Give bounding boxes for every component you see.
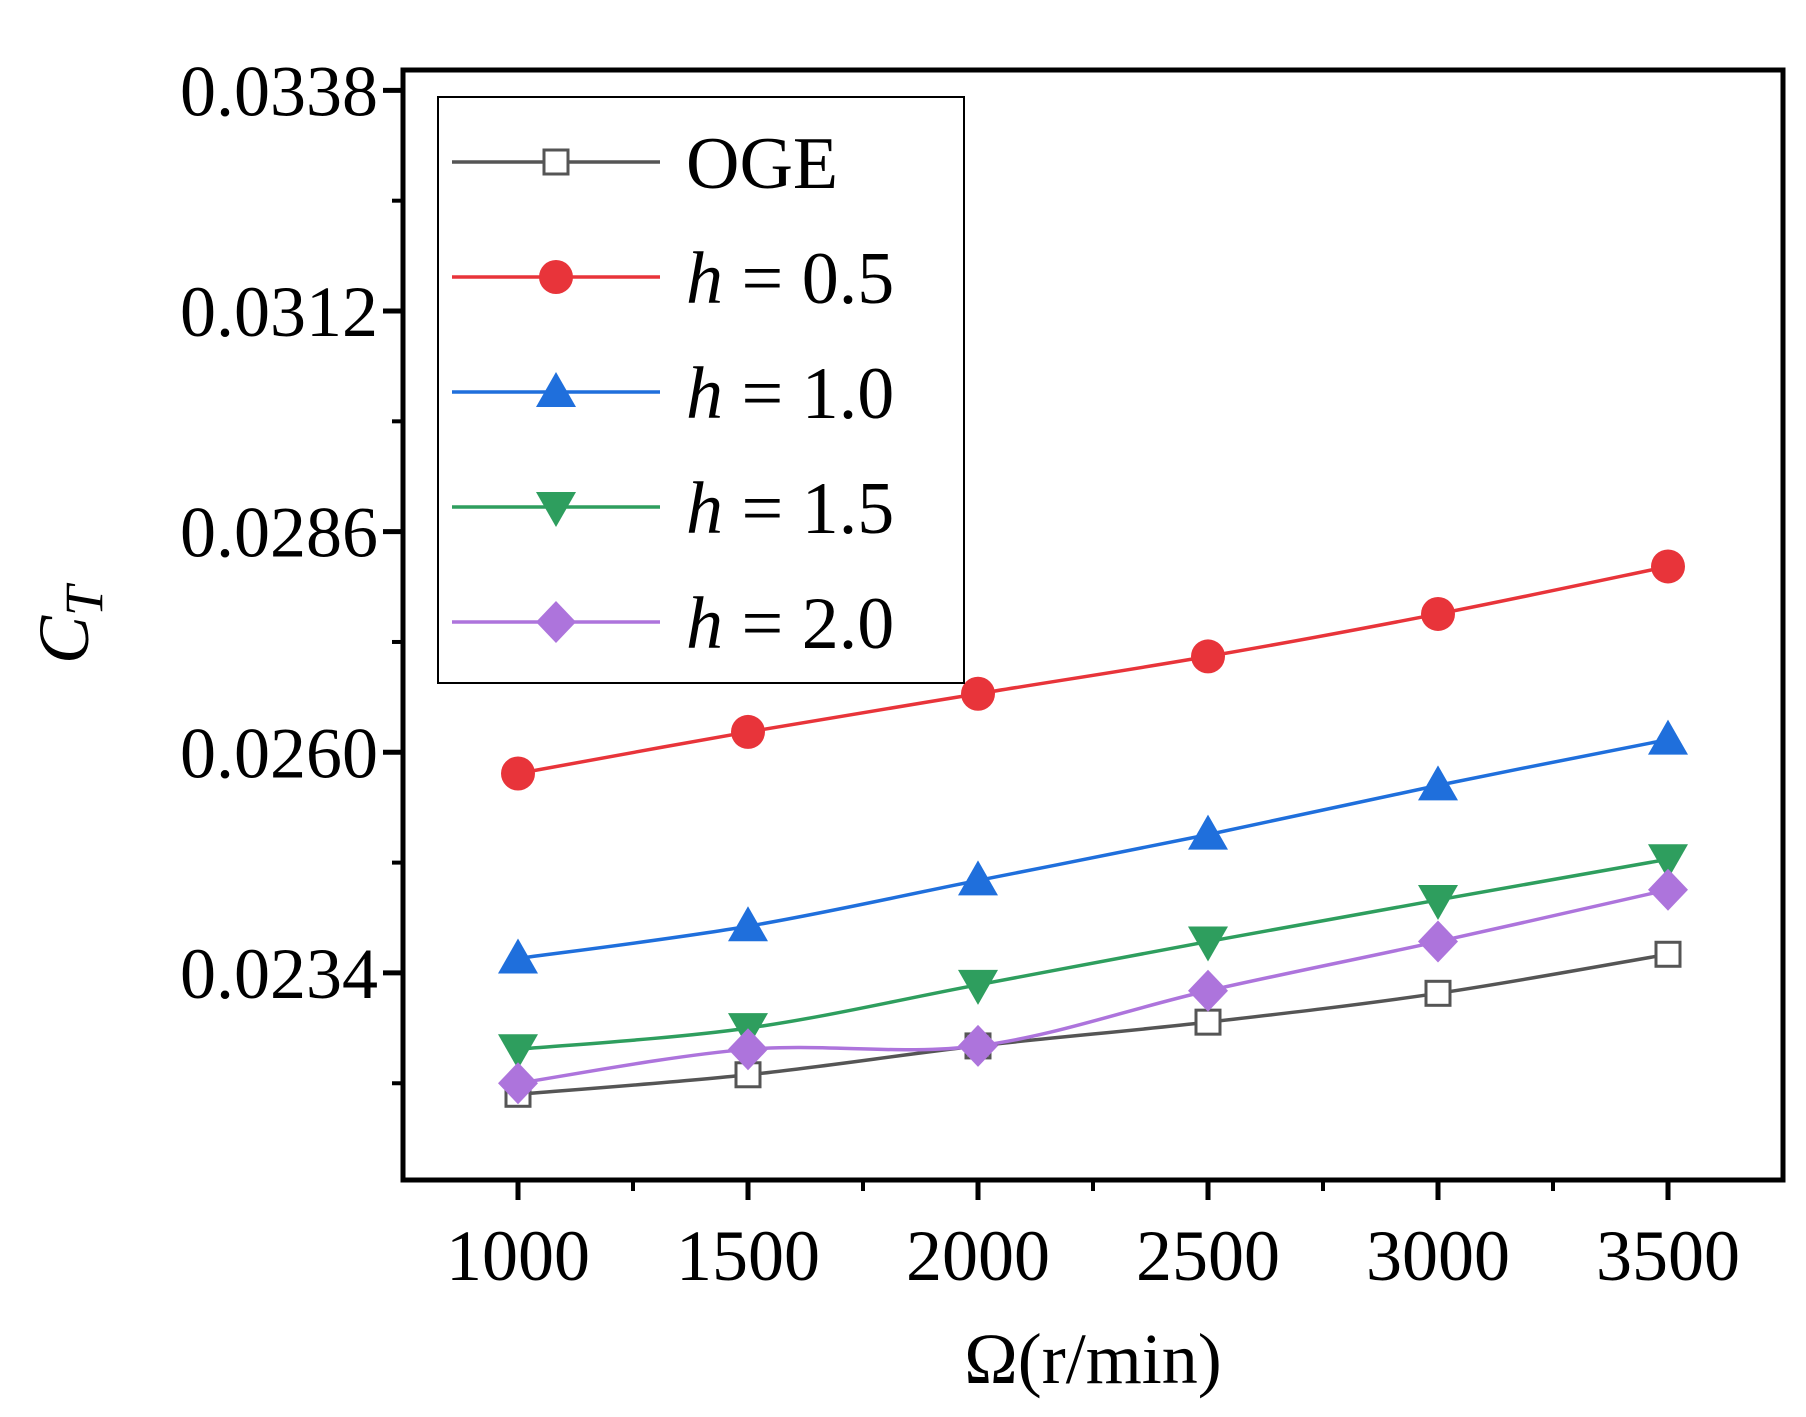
data-point <box>1418 920 1458 963</box>
legend-item: h = 1.0 <box>452 353 894 435</box>
data-point <box>1191 639 1225 674</box>
legend-label: h = 0.5 <box>686 238 894 320</box>
y-axis-title-subscript: T <box>54 582 114 616</box>
legend-item: OGE <box>452 123 838 205</box>
data-point <box>1648 844 1688 880</box>
legend-item: h = 1.5 <box>452 468 894 550</box>
series-1 <box>501 549 1685 791</box>
legend-marker <box>536 492 576 527</box>
data-point <box>1648 868 1688 911</box>
legend-marker <box>536 372 576 407</box>
y-tick-label: 0.0338 <box>180 51 378 131</box>
axis-ticks: 1000 1500 2000 2500 3000 3500 0.0234 0.0260 0.02… <box>180 51 1740 1296</box>
data-point <box>1418 765 1458 801</box>
data-point <box>498 938 538 974</box>
data-point <box>1421 596 1455 631</box>
y-tick-label: 0.0234 <box>180 934 378 1014</box>
y-tick-label: 0.0286 <box>180 493 378 573</box>
series-layer <box>498 549 1688 1108</box>
data-point <box>958 969 998 1005</box>
legend-marker <box>542 148 570 176</box>
x-tick-label: 3000 <box>1366 1216 1510 1296</box>
x-tick-label: 3500 <box>1596 1216 1740 1296</box>
plot-area-frame <box>400 67 1786 1183</box>
x-tick-label: 2500 <box>1136 1216 1280 1296</box>
legend-item: h = 0.5 <box>452 238 894 320</box>
legend-marker <box>539 260 573 294</box>
x-tick-label: 1500 <box>676 1216 820 1296</box>
y-axis-title: CT <box>24 582 114 664</box>
series-line <box>517 952 1669 1097</box>
legend-item: h = 2.0 <box>452 583 894 665</box>
x-tick-label: 1000 <box>446 1216 590 1296</box>
x-axis-title: Ω(r/min) <box>964 1319 1221 1399</box>
series-line <box>517 888 1669 1085</box>
x-tick-label: 2000 <box>906 1216 1050 1296</box>
data-point <box>498 1062 538 1105</box>
data-point <box>728 1028 768 1071</box>
legend-label: h = 1.0 <box>686 353 894 435</box>
series-line <box>517 857 1669 1052</box>
legend-label: h = 2.0 <box>686 583 894 665</box>
series-line <box>517 737 1669 961</box>
data-point <box>1654 940 1682 968</box>
series-line <box>517 564 1669 776</box>
data-point <box>498 1034 538 1070</box>
legend-label: OGE <box>686 123 838 205</box>
legend-label: h = 1.5 <box>686 468 894 550</box>
legend: OGE h = 0.5 h = 1.0 h = 1.5 h = 2.0 <box>437 96 965 684</box>
legend-box <box>437 96 965 684</box>
svg-text:CT: CT <box>24 582 114 664</box>
data-point <box>961 676 995 711</box>
data-point <box>958 1024 998 1067</box>
data-point <box>1188 969 1228 1012</box>
data-point <box>958 860 998 896</box>
y-tick-label: 0.0312 <box>180 272 378 352</box>
y-axis-title-main: C <box>24 615 104 664</box>
series-2 <box>498 719 1688 974</box>
data-point <box>731 714 765 749</box>
data-point <box>1424 979 1452 1007</box>
data-point <box>501 756 535 791</box>
data-point <box>1648 719 1688 755</box>
data-point <box>1194 1008 1222 1036</box>
data-point <box>1418 884 1458 920</box>
y-tick-label: 0.0260 <box>180 713 378 793</box>
data-point <box>1651 549 1685 584</box>
data-point <box>728 906 768 942</box>
data-point <box>1188 926 1228 962</box>
data-point <box>1188 814 1228 850</box>
legend-marker <box>536 601 576 643</box>
series-4 <box>498 868 1688 1105</box>
